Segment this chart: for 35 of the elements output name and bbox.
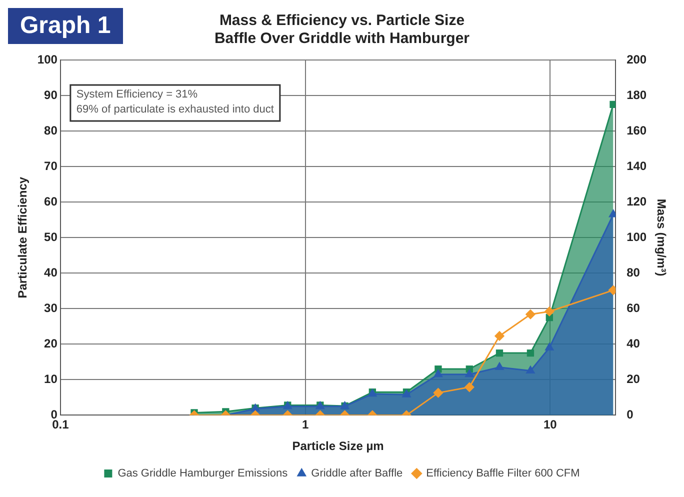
y2-tick-label: 140 — [626, 158, 647, 173]
x-tick-label: 1 — [302, 418, 309, 432]
y2-tick-label: 100 — [626, 230, 647, 244]
x-axis-title: Particle Size µm — [292, 439, 384, 454]
y-tick-label: 70 — [44, 158, 58, 173]
legend-label: Efficiency Baffle Filter 600 CFM — [426, 468, 580, 480]
y-axis-title: Particulate Efficiency — [16, 176, 30, 298]
y-tick-label: 40 — [44, 265, 58, 280]
y-tick-label: 60 — [44, 194, 58, 208]
chart-subtitle: Baffle Over Griddle with Hamburger — [214, 30, 470, 48]
y-tick-label: 90 — [44, 88, 58, 102]
y-tick-label: 30 — [44, 300, 58, 315]
annotation: System Efficiency = 31% — [76, 88, 198, 101]
caption: Graph 1 — [8, 8, 123, 44]
legend-label: Gas Griddle Hamburger Emissions — [118, 468, 288, 480]
y2-tick-label: 20 — [626, 372, 640, 386]
y2-tick-label: 40 — [626, 336, 640, 350]
y-tick-label: 100 — [37, 52, 58, 66]
y2-tick-label: 120 — [626, 194, 647, 208]
y2-tick-label: 180 — [626, 88, 647, 102]
x-tick-label: 10 — [543, 418, 558, 432]
y-tick-label: 50 — [44, 230, 58, 244]
x-tick-label: 0.1 — [52, 418, 70, 432]
legend-label: Griddle after Baffle — [311, 468, 403, 480]
y-tick-label: 10 — [44, 372, 58, 386]
y2-tick-label: 80 — [626, 265, 640, 280]
y2-tick-label: 160 — [626, 123, 647, 138]
y-tick-label: 80 — [44, 123, 58, 138]
y2-axis-title: Mass (mg/m³) — [654, 198, 668, 276]
chart-title: Mass & Efficiency vs. Particle Size — [219, 12, 465, 30]
y-tick-label: 20 — [44, 336, 58, 350]
y2-tick-label: 0 — [626, 408, 634, 422]
annotation: 69% of particulate is exhausted into duct — [76, 104, 274, 116]
y2-tick-label: 200 — [626, 52, 647, 66]
y2-tick-label: 60 — [626, 300, 640, 315]
